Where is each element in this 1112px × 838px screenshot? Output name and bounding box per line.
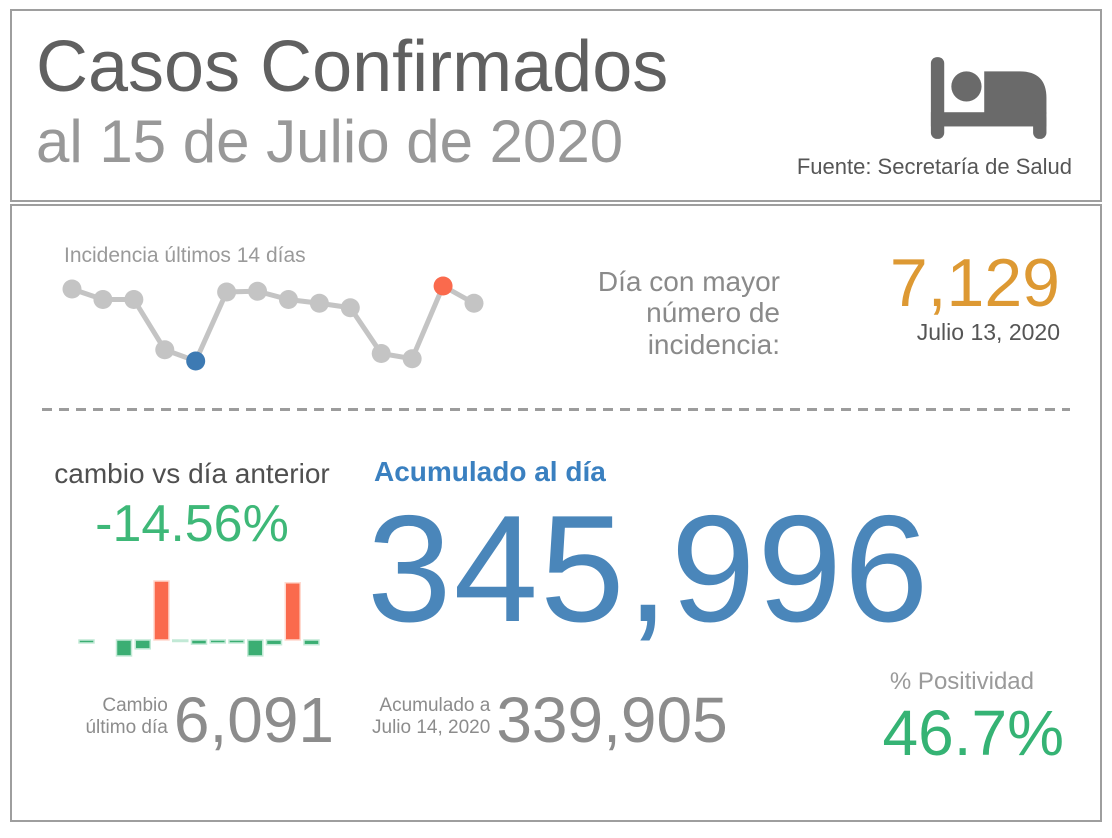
previous-accumulated-label: Acumulado a Julio 14, 2020 (372, 695, 496, 746)
incidence-label: Incidencia últimos 14 días (64, 244, 306, 267)
title-block: Casos Confirmados al 15 de Julio de 2020 (36, 25, 668, 172)
peak-day-value: 7,129 (889, 245, 1060, 321)
peak-day-label: Día con mayor número de incidencia: (532, 266, 780, 360)
section-divider (42, 408, 1070, 411)
last-day-change-value: 6,091 (173, 684, 334, 756)
change-label: cambio vs día anterior (54, 458, 330, 489)
accumulated-value: 345,996 (367, 484, 931, 654)
positivity-value: 46.7% (882, 697, 1064, 769)
positivity-label: % Positividad (889, 668, 1034, 695)
previous-accumulated-label-line1: Acumulado a (379, 694, 491, 716)
bed-patient-icon (930, 57, 1047, 139)
previous-accumulated-value: 339,905 (496, 684, 728, 756)
incidence-sparkline (58, 272, 488, 377)
previous-accumulated-label-line2: Julio 14, 2020 (372, 717, 491, 738)
peak-day-label-line2: número de (646, 297, 780, 329)
page-title: Casos Confirmados (36, 27, 669, 107)
last-day-change-label-line1: Cambio (102, 694, 168, 716)
previous-accumulated-row: Acumulado a Julio 14, 2020 339,905 (372, 688, 782, 752)
page-subtitle: al 15 de Julio de 2020 (36, 107, 624, 175)
accumulated-label: Acumulado al día (374, 456, 606, 487)
last-day-change-label-line2: último día (85, 717, 168, 738)
change-percent-value: -14.56% (95, 495, 289, 553)
source-label: Fuente: Secretaría de Salud (796, 154, 1072, 179)
peak-day-label-line3: incidencia: (647, 328, 780, 360)
last-day-change-label: Cambio último día (85, 695, 173, 746)
peak-day-date: Julio 13, 2020 (916, 319, 1060, 346)
peak-day-value-block: 7,129 Julio 13, 2020 (889, 245, 1060, 346)
positivity-block: % Positividad 46.7% (883, 668, 1064, 768)
peak-day-label-line1: Día con mayor (597, 266, 780, 297)
last-day-change-row: Cambio último día 6,091 (52, 688, 334, 752)
change-bar-chart (75, 574, 337, 666)
header-panel: Casos Confirmados al 15 de Julio de 2020… (10, 9, 1102, 202)
content-panel: Incidencia últimos 14 días Día con mayor… (10, 204, 1102, 822)
